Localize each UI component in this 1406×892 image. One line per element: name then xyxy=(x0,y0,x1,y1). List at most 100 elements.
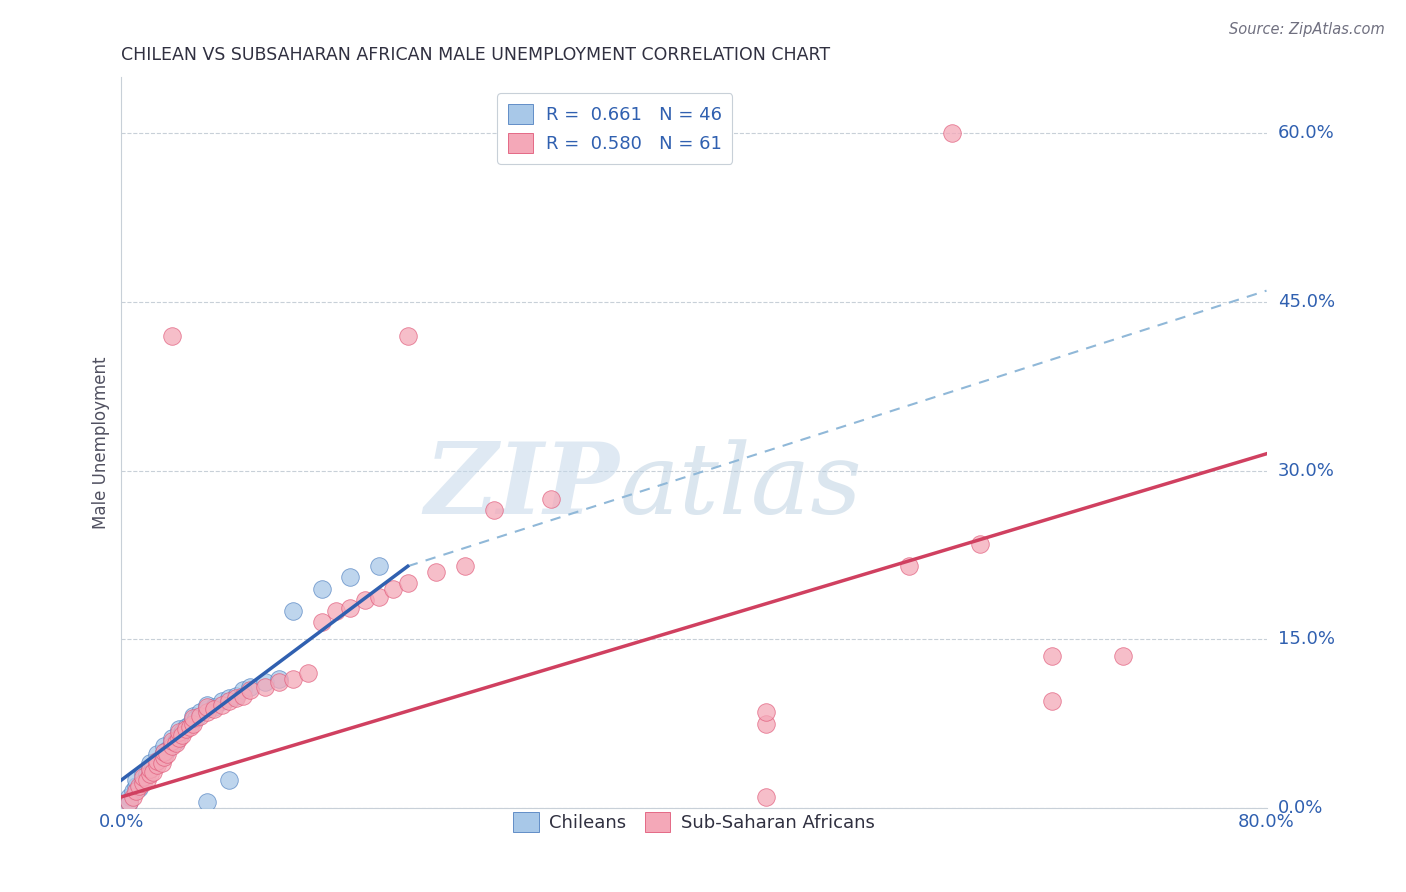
Point xyxy=(382,582,405,596)
Text: Source: ZipAtlas.com: Source: ZipAtlas.com xyxy=(1229,22,1385,37)
Point xyxy=(195,796,218,810)
Point xyxy=(139,767,162,781)
Point xyxy=(311,615,333,630)
Point xyxy=(153,745,176,759)
Point xyxy=(156,742,179,756)
Point xyxy=(195,698,218,712)
Point xyxy=(339,570,361,584)
Point xyxy=(239,683,262,698)
Point xyxy=(1040,649,1063,664)
Point xyxy=(188,706,211,720)
Text: 30.0%: 30.0% xyxy=(1278,462,1334,480)
Point xyxy=(267,672,290,686)
Point xyxy=(132,772,155,787)
Point xyxy=(170,728,193,742)
Point xyxy=(188,709,211,723)
Point xyxy=(311,582,333,596)
Point xyxy=(253,675,276,690)
Point xyxy=(146,754,169,768)
Text: 45.0%: 45.0% xyxy=(1278,293,1334,311)
Point xyxy=(232,683,254,698)
Point xyxy=(125,772,148,787)
Point xyxy=(117,789,139,804)
Point xyxy=(368,590,391,604)
Point xyxy=(339,600,361,615)
Point xyxy=(396,576,419,591)
Point xyxy=(454,559,477,574)
Point xyxy=(325,604,347,618)
Point xyxy=(283,672,305,686)
Text: 15.0%: 15.0% xyxy=(1278,631,1334,648)
Point xyxy=(195,699,218,714)
Point xyxy=(167,724,190,739)
Point xyxy=(195,702,218,716)
Text: atlas: atlas xyxy=(620,439,862,534)
Point xyxy=(232,689,254,703)
Point xyxy=(132,776,155,790)
Point xyxy=(142,758,165,772)
Point xyxy=(156,747,179,761)
Point xyxy=(239,680,262,694)
Point xyxy=(211,694,233,708)
Point xyxy=(225,690,247,705)
Point xyxy=(253,680,276,694)
Point xyxy=(128,779,150,793)
Point xyxy=(184,711,207,725)
Text: 0.0%: 0.0% xyxy=(1278,799,1323,817)
Point xyxy=(167,731,190,746)
Point xyxy=(897,559,920,574)
Text: ZIP: ZIP xyxy=(425,438,620,534)
Point xyxy=(153,750,176,764)
Legend: Chileans, Sub-Saharan Africans: Chileans, Sub-Saharan Africans xyxy=(506,805,882,839)
Point xyxy=(754,716,776,731)
Point xyxy=(368,559,391,574)
Point xyxy=(1112,649,1135,664)
Point xyxy=(153,739,176,754)
Point xyxy=(117,796,139,810)
Text: CHILEAN VS SUBSAHARAN AFRICAN MALE UNEMPLOYMENT CORRELATION CHART: CHILEAN VS SUBSAHARAN AFRICAN MALE UNEMP… xyxy=(121,46,831,64)
Y-axis label: Male Unemployment: Male Unemployment xyxy=(93,356,110,529)
Point xyxy=(218,694,240,708)
Text: 60.0%: 60.0% xyxy=(1278,124,1334,142)
Point xyxy=(283,604,305,618)
Point xyxy=(297,666,319,681)
Point xyxy=(160,731,183,746)
Point xyxy=(165,733,187,747)
Point xyxy=(160,736,183,750)
Point xyxy=(179,716,201,731)
Point xyxy=(754,706,776,720)
Point xyxy=(136,767,159,781)
Point xyxy=(139,762,162,776)
Point xyxy=(122,789,145,804)
Point xyxy=(165,736,187,750)
Point xyxy=(540,491,562,506)
Point xyxy=(174,720,197,734)
Point xyxy=(117,796,139,810)
Point xyxy=(179,720,201,734)
Point xyxy=(160,739,183,754)
Point xyxy=(122,784,145,798)
Point xyxy=(170,724,193,739)
Point xyxy=(146,754,169,768)
Point xyxy=(195,706,218,720)
Point xyxy=(125,784,148,798)
Point xyxy=(218,690,240,705)
Point xyxy=(153,745,176,759)
Point xyxy=(353,593,375,607)
Point xyxy=(132,770,155,784)
Point xyxy=(146,747,169,761)
Point xyxy=(181,709,204,723)
Point xyxy=(181,711,204,725)
Point xyxy=(128,780,150,795)
Point xyxy=(225,689,247,703)
Point xyxy=(146,758,169,772)
Point xyxy=(150,750,173,764)
Point xyxy=(211,698,233,712)
Point xyxy=(204,699,226,714)
Point xyxy=(160,328,183,343)
Point xyxy=(425,565,447,579)
Point xyxy=(482,503,505,517)
Point xyxy=(150,756,173,771)
Point xyxy=(181,716,204,731)
Point xyxy=(142,765,165,780)
